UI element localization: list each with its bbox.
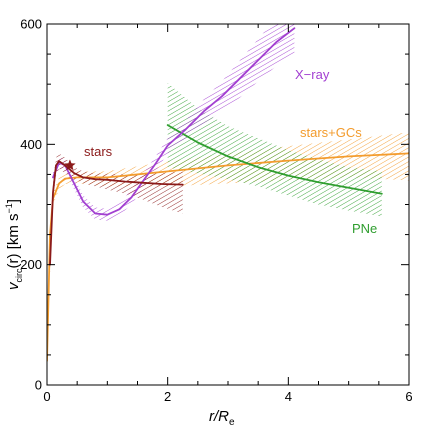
y-tick-label: 200 [20, 257, 42, 272]
stars-annotation: stars [84, 144, 113, 159]
x-tick-label: 2 [164, 389, 171, 404]
axis-ticks [46, 23, 410, 386]
y-axis-title: vcirc(r) [km s−1] [4, 199, 24, 290]
y-axis-title-rest: (r) [km s [5, 214, 22, 269]
y-tick-label: 0 [35, 378, 42, 393]
uncertainty-bands [47, 24, 409, 364]
y-axis-title-main: v [5, 281, 22, 290]
x-tick-label: 0 [43, 389, 50, 404]
line-pne [166, 124, 383, 195]
band-x-ray [53, 24, 295, 221]
line-x-ray [52, 27, 296, 216]
x-axis-title: r/Re [209, 408, 235, 428]
y-tick-label: 600 [20, 17, 42, 32]
y-axis-title-sup: −1 [4, 203, 14, 213]
pne-annotation: PNe [352, 221, 377, 236]
x-axis-title-main: r/R [209, 408, 229, 425]
line-stars [49, 160, 184, 266]
star-marker [64, 159, 76, 171]
y-axis-title-sub: circ [14, 268, 24, 282]
series-lines [47, 27, 409, 362]
y-axis-title-end: ] [5, 199, 22, 203]
markers [64, 159, 76, 171]
gcs-annotation: stars+GCs [300, 125, 362, 140]
x-tick-label: 4 [285, 389, 292, 404]
x-tick-label: 6 [405, 389, 412, 404]
x-axis-title-sub: e [229, 417, 235, 428]
y-tick-label: 400 [20, 137, 42, 152]
xray-annotation: X−ray [295, 67, 330, 82]
axis-tick-labels: 0 2 4 6 0 200 400 600 [20, 17, 412, 405]
